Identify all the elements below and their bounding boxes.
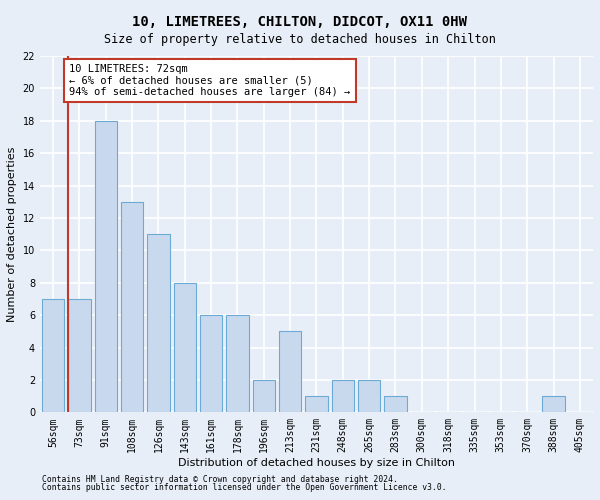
Bar bbox=[305, 396, 328, 412]
Bar bbox=[279, 332, 301, 412]
Bar bbox=[95, 121, 117, 412]
Bar bbox=[42, 299, 64, 412]
Bar bbox=[68, 299, 91, 412]
Text: Size of property relative to detached houses in Chilton: Size of property relative to detached ho… bbox=[104, 32, 496, 46]
Bar bbox=[253, 380, 275, 412]
Bar bbox=[200, 315, 222, 412]
Bar bbox=[173, 283, 196, 412]
Bar bbox=[147, 234, 170, 412]
Text: 10 LIMETREES: 72sqm
← 6% of detached houses are smaller (5)
94% of semi-detached: 10 LIMETREES: 72sqm ← 6% of detached hou… bbox=[70, 64, 351, 97]
Bar bbox=[358, 380, 380, 412]
Bar bbox=[332, 380, 354, 412]
Bar bbox=[384, 396, 407, 412]
Bar bbox=[226, 315, 248, 412]
Y-axis label: Number of detached properties: Number of detached properties bbox=[7, 146, 17, 322]
Bar bbox=[542, 396, 565, 412]
Text: Contains HM Land Registry data © Crown copyright and database right 2024.: Contains HM Land Registry data © Crown c… bbox=[42, 474, 398, 484]
X-axis label: Distribution of detached houses by size in Chilton: Distribution of detached houses by size … bbox=[178, 458, 455, 468]
Text: Contains public sector information licensed under the Open Government Licence v3: Contains public sector information licen… bbox=[42, 484, 446, 492]
Bar bbox=[121, 202, 143, 412]
Text: 10, LIMETREES, CHILTON, DIDCOT, OX11 0HW: 10, LIMETREES, CHILTON, DIDCOT, OX11 0HW bbox=[133, 15, 467, 29]
